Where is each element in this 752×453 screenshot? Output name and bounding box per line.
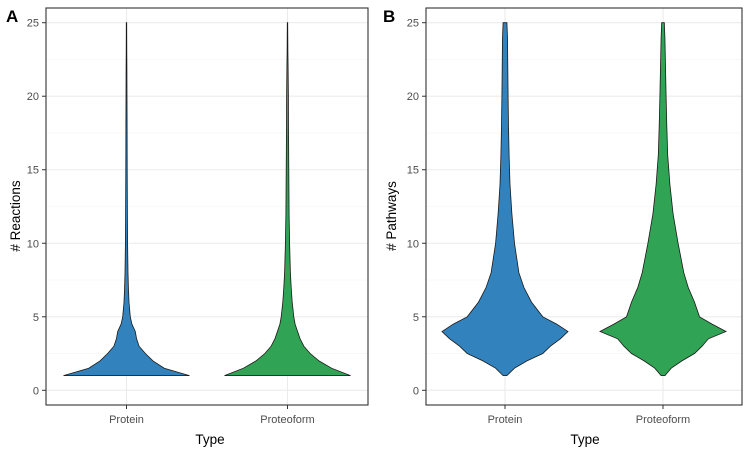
panel-b-y-tick-label: 20	[407, 91, 419, 103]
panel-a-plot-area: 0 5 10 15 20 25 Protein Proteoform	[27, 7, 369, 426]
panel-a-y-tick-label: 20	[27, 91, 39, 103]
panel-b-x-axis-title: Type	[570, 432, 599, 447]
panel-a-y-tick-label: 0	[33, 385, 39, 397]
panel-a-y-tick-label: 15	[27, 165, 39, 177]
panel-b-y-tick-label: 0	[413, 385, 419, 397]
panel-a-panel-border	[45, 7, 369, 406]
panel-a: A 0 5 10 15 20 25 Protein Proteoform Type # Rea…	[6, 7, 369, 447]
panel-b-y-axis-title: # Pathways	[384, 181, 399, 251]
panel-a-y-tick-label: 25	[27, 18, 39, 30]
panel-b-violin-proteoform	[599, 22, 727, 376]
panel-b-x-tick-label: Protein	[488, 414, 523, 426]
panel-a-violin-proteoform	[224, 22, 351, 376]
panel-b-y-tick-label: 15	[407, 165, 419, 177]
panel-a-y-axis-title: # Reactions	[8, 180, 23, 252]
panel-b-y-tick-label: 10	[407, 238, 419, 250]
panel-b-plot-area: 0 5 10 15 20 25 Protein Proteoform	[407, 7, 743, 426]
panel-a-tag: A	[6, 7, 18, 26]
panel-a-violin-protein	[63, 22, 190, 376]
panel-b-y-tick-label: 25	[407, 18, 419, 30]
panel-b-tag: B	[383, 7, 395, 26]
panel-a-y-tick-label: 10	[27, 238, 39, 250]
panel-b-violin-protein	[441, 22, 569, 376]
panel-a-x-tick-label: Proteoform	[260, 414, 314, 426]
panel-b-y-tick-label: 5	[413, 312, 419, 324]
panel-a-x-tick-label: Protein	[109, 414, 144, 426]
panel-a-y-tick-label: 5	[33, 312, 39, 324]
panel-b-panel-border	[425, 7, 743, 406]
panel-b-x-tick-label: Proteoform	[636, 414, 690, 426]
panel-b: B 0 5 10 15 20 25 Protein Proteoform Type # Pat…	[383, 7, 743, 447]
panel-a-x-axis-title: Type	[195, 432, 224, 447]
